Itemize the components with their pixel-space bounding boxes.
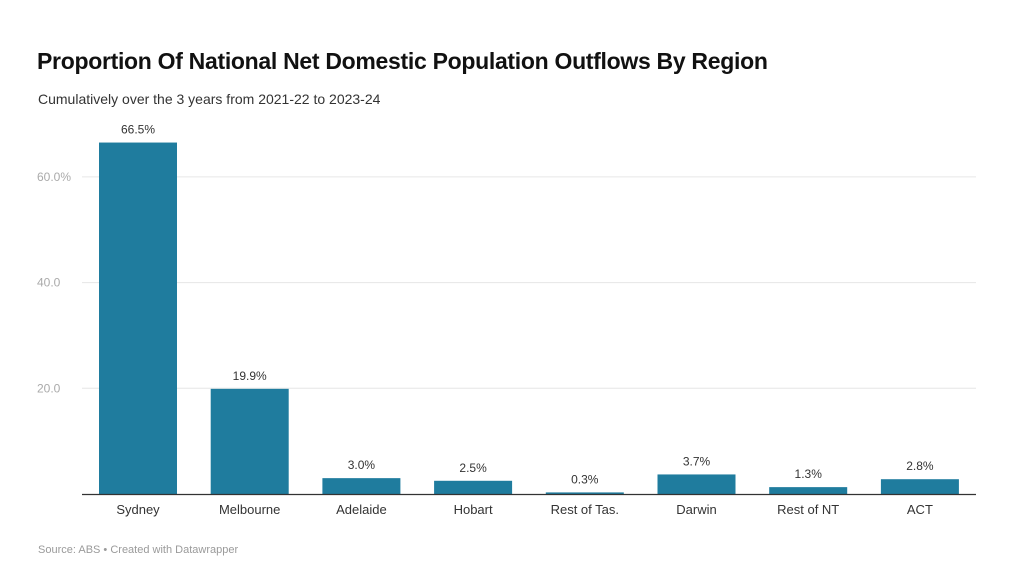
x-tick-label: Rest of Tas. (551, 502, 619, 517)
x-tick-label: Darwin (676, 502, 716, 517)
data-label: 2.5% (459, 461, 487, 475)
data-label: 1.3% (795, 467, 823, 481)
bar (545, 492, 624, 494)
y-tick-label: 20.0 (37, 381, 61, 395)
bar (322, 478, 401, 494)
y-tick-label: 60.0% (37, 170, 71, 184)
x-tick-label: ACT (907, 502, 933, 517)
chart-title: Proportion Of National Net Domestic Popu… (37, 48, 768, 74)
x-tick-label: Adelaide (336, 502, 387, 517)
gridlines (82, 176, 976, 389)
x-tick-label: Melbourne (219, 502, 280, 517)
data-label: 66.5% (121, 123, 155, 137)
bar (434, 480, 513, 494)
bars (99, 142, 959, 495)
chart-subtitle: Cumulatively over the 3 years from 2021-… (38, 91, 381, 107)
labels: 20.0 40.0 60.0% 66.5% Sydney 19.9% Melbourne 3.… (37, 123, 934, 517)
bar (99, 142, 177, 495)
data-label: 3.0% (348, 458, 376, 472)
x-tick-label: Hobart (454, 502, 493, 517)
data-label: 19.9% (233, 369, 267, 383)
source-footer: Source: ABS • Created with Datawrapper (38, 544, 239, 556)
bar (880, 479, 959, 494)
data-label: 3.7% (683, 454, 711, 468)
data-label: 0.3% (571, 472, 599, 486)
bar (769, 487, 848, 494)
data-label: 2.8% (906, 459, 934, 473)
x-tick-label: Rest of NT (777, 502, 839, 517)
y-tick-label: 40.0 (37, 276, 61, 290)
bar (657, 474, 736, 494)
bar (210, 388, 289, 494)
x-tick-label: Sydney (116, 502, 160, 517)
